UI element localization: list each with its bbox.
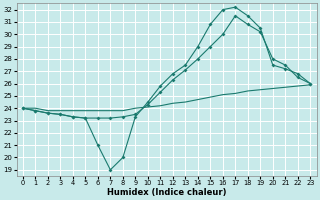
X-axis label: Humidex (Indice chaleur): Humidex (Indice chaleur) [107, 188, 226, 197]
